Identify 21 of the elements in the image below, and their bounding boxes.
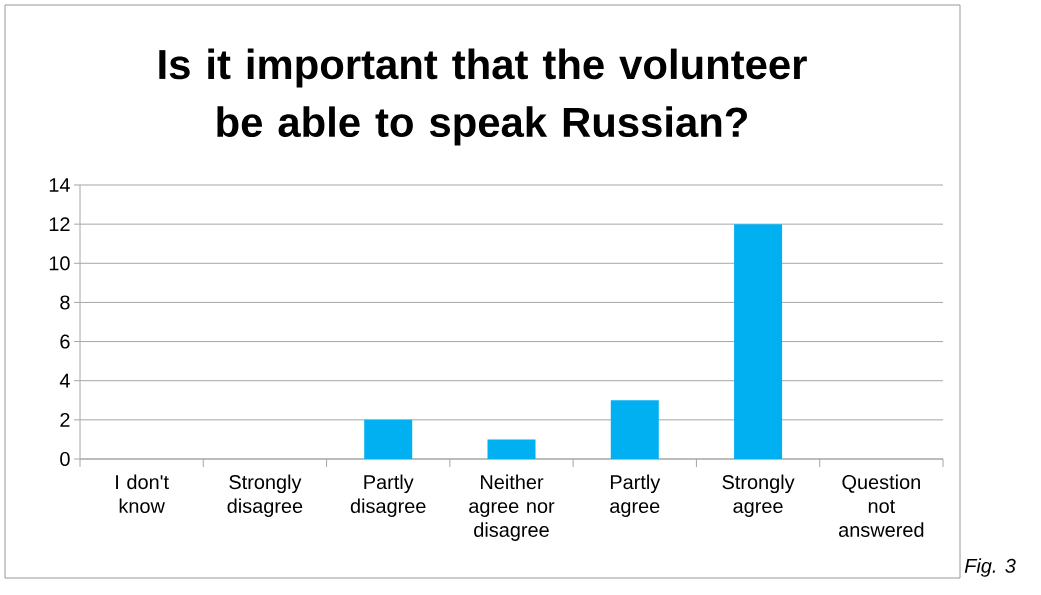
y-tick-label: 0 [60,451,70,467]
bar [734,224,783,459]
x-tick-label: I don't know [116,474,169,514]
y-tick-label: 8 [60,295,70,310]
y-tick-label: 14 [49,178,70,192]
y-tick-label: 2 [60,412,70,427]
bar [364,419,413,459]
y-tick-label: 6 [60,334,70,349]
bar [487,439,536,459]
x-tick-label: Partly agree [610,474,661,518]
x-tick-label: Partly disagree [350,474,426,518]
bar [610,400,659,459]
y-tick-label: 12 [49,217,70,232]
caption: Fig. 3 [964,558,1016,577]
x-tick-label: Neither agree nor disagree [469,474,555,541]
chart-title: Is it important that the volunteer be able to speak Russian? [159,48,807,146]
y-tick-label: 4 [59,373,70,388]
y-tick-label: 10 [49,256,70,271]
x-tick-label: Question not answered [839,474,924,537]
x-tick-label: Strongly agree [722,474,795,518]
x-tick-label: Strongly disagree [227,474,303,518]
